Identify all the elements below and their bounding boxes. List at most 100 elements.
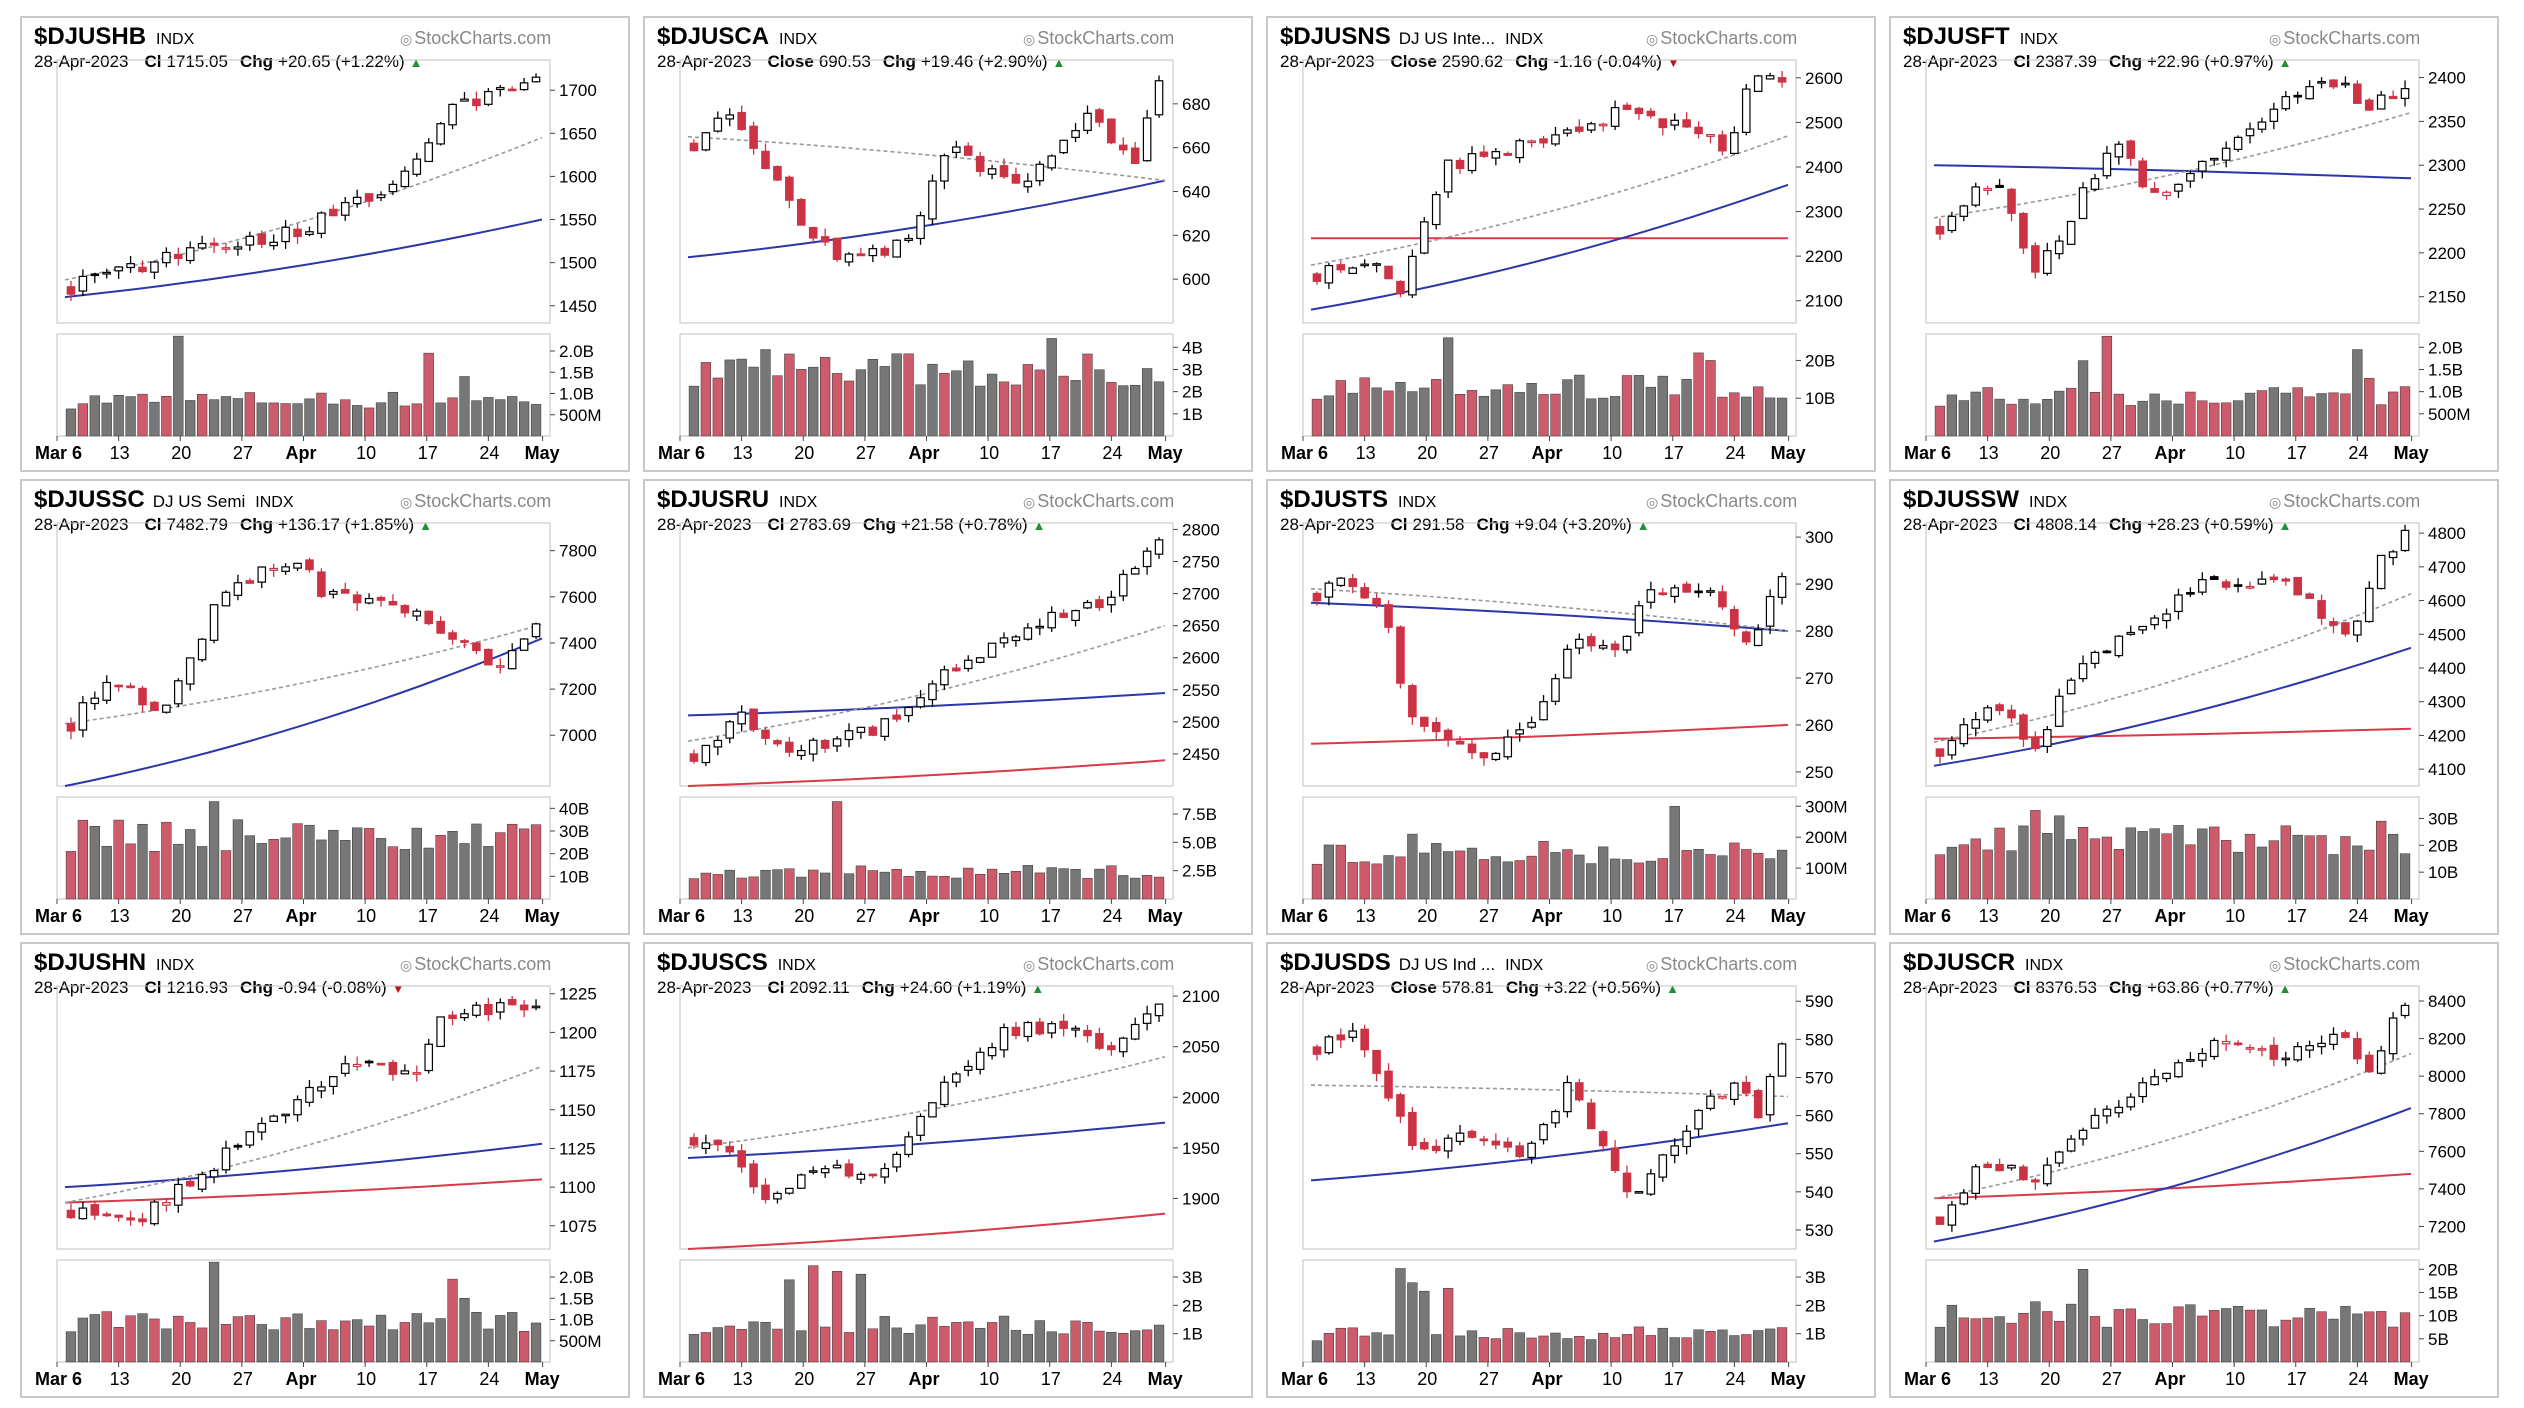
symbol-label: $DJUSHN INDX (34, 949, 195, 976)
date-tick-label: Apr (1532, 1369, 1563, 1389)
candle-body (737, 1150, 746, 1168)
volume-bar (1681, 1337, 1692, 1363)
volume-bar (2006, 850, 2017, 900)
candle-body (701, 132, 711, 151)
volume-bar (280, 1317, 291, 1363)
candle-body (531, 1005, 541, 1009)
volume-bar (1609, 396, 1621, 437)
volume-bar (483, 846, 494, 900)
candle-body (1658, 1154, 1668, 1178)
candle-body (2031, 245, 2040, 273)
volume-bar (77, 403, 89, 437)
moving-average-20 (64, 1065, 543, 1204)
candle-body (1360, 1028, 1369, 1051)
volume-bar (986, 1322, 998, 1363)
volume-bar (736, 877, 747, 900)
candle-body (1479, 1138, 1489, 1142)
volume-bar (998, 1315, 1010, 1363)
volume-bar (1994, 398, 2005, 437)
candle-body (1083, 1029, 1092, 1037)
candle-body (281, 226, 290, 243)
volume-bar (2244, 1309, 2256, 1363)
candle-body (400, 1070, 410, 1075)
candle-body (2400, 87, 2410, 99)
candle-body (1396, 280, 1405, 295)
candle-body (221, 1147, 231, 1171)
candle-body (892, 1153, 901, 1168)
volume-bar (1407, 833, 1418, 900)
volume-bar (1419, 387, 1430, 437)
candle-body (352, 1063, 362, 1068)
candle-body (2186, 1059, 2195, 1062)
candle-body (2376, 554, 2386, 590)
volume-bar (1586, 1339, 1597, 1363)
volume-bar (471, 400, 482, 437)
symbol-label: $DJUSNS DJ US Inte... INDX (1280, 23, 1544, 50)
date-tick-label: Apr (1532, 906, 1563, 926)
candle-body (150, 701, 159, 711)
volume-bar (1753, 1330, 1764, 1363)
candle-body (1658, 118, 1668, 129)
volume-bar (1082, 353, 1093, 437)
candle-body (2364, 99, 2374, 111)
stock-chart: $DJUSCR INDX ◎ StockCharts.com 28-Apr-2023 Cl… (1903, 949, 2466, 1389)
volume-bar (724, 1325, 735, 1363)
volume-bar (1311, 1340, 1323, 1363)
candle-body (2198, 1052, 2207, 1061)
price-tick-label: 8400 (2428, 992, 2466, 1011)
candle-body (1479, 752, 1489, 759)
date-tick-label: 24 (1102, 906, 1122, 926)
candle-body (904, 237, 913, 241)
volume-bar (340, 840, 351, 900)
candle-body (2090, 1114, 2100, 1129)
volume-tick-label: 10B (559, 867, 589, 886)
stock-chart: $DJUSSW INDX ◎ StockCharts.com 28-Apr-2023 Cl… (1903, 486, 2466, 926)
volume-bar (518, 828, 530, 900)
volume-bar (700, 1332, 712, 1363)
volume-bar (1034, 872, 1045, 900)
volume-bar (208, 801, 220, 900)
candle-body (832, 1164, 842, 1169)
candle-body (1142, 117, 1152, 162)
moving-average-20 (1310, 588, 1789, 632)
volume-bar (1431, 843, 1442, 900)
candle-body (1047, 1023, 1057, 1034)
candle-body (245, 235, 255, 246)
candle-body (1682, 583, 1691, 593)
date-tick-label: 27 (233, 443, 253, 463)
candle-body (963, 659, 973, 670)
volume-bar (843, 873, 855, 900)
volume-bar (2054, 1320, 2065, 1363)
moving-average-50 (1310, 601, 1789, 632)
volume-bar (244, 392, 255, 437)
volume-bar (1776, 1327, 1788, 1363)
volume-bar (2340, 1306, 2351, 1363)
candle-body (507, 650, 517, 670)
candle-body (1947, 215, 1957, 232)
volume-bar (2054, 390, 2065, 437)
volume-bar (915, 1324, 926, 1363)
date-tick-label: Mar 6 (658, 1369, 705, 1389)
date-tick-label: 24 (2348, 906, 2368, 926)
volume-bar (256, 402, 267, 437)
moving-average-50 (1310, 1122, 1789, 1182)
candle-body (2031, 1179, 2040, 1183)
candle-body (173, 680, 183, 705)
candle-body (796, 749, 806, 757)
candle-body (400, 170, 410, 188)
candle-body (1142, 1013, 1152, 1024)
price-tick-label: 2550 (1182, 681, 1220, 700)
volume-bar (471, 823, 482, 900)
volume-bar (808, 869, 819, 900)
candle-body (737, 711, 746, 725)
candle-body (1431, 193, 1441, 226)
volume-bar (137, 393, 148, 437)
candle-body (2198, 579, 2207, 593)
candle-body (1360, 263, 1369, 267)
candle-body (1503, 736, 1513, 758)
volume-bar (292, 1313, 303, 1363)
candle-body (1023, 1021, 1033, 1038)
candle-body (916, 215, 925, 240)
volume-bar (2352, 845, 2363, 900)
price-frame (679, 59, 1174, 324)
